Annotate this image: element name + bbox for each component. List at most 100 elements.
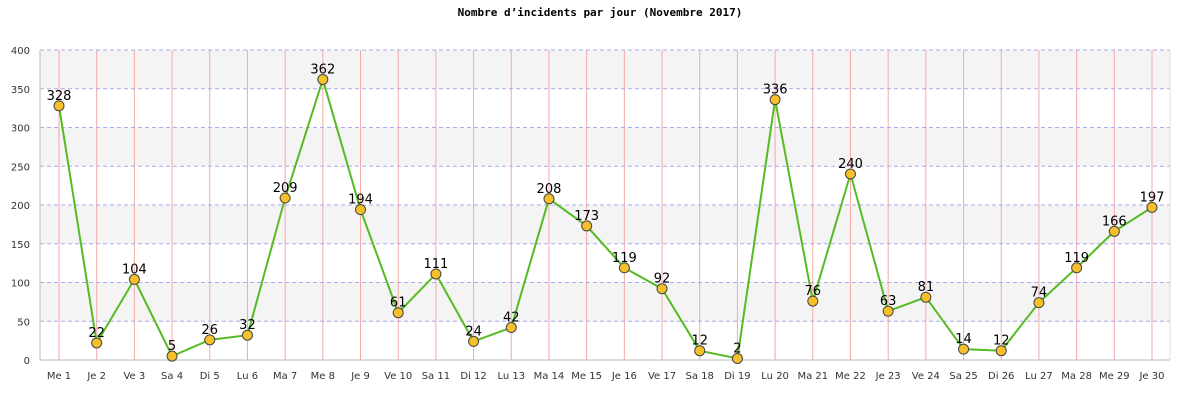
data-point xyxy=(392,307,404,319)
data-label: 12 xyxy=(691,334,708,349)
data-label: 173 xyxy=(574,209,599,224)
data-point xyxy=(920,291,932,303)
y-tick-label: 250 xyxy=(11,162,30,173)
x-tick-label: Sa 11 xyxy=(422,371,450,382)
data-label: 209 xyxy=(273,181,298,196)
y-tick-labels: 0 50 100 150 200 250 300 350 400 xyxy=(11,46,30,367)
series-polyline xyxy=(58,76,1153,360)
x-tick-label: Di 26 xyxy=(988,371,1014,382)
data-label: 42 xyxy=(503,310,520,325)
axes xyxy=(39,50,1171,361)
x-tick-label: Me 22 xyxy=(835,371,866,382)
data-label: 14 xyxy=(955,332,972,347)
data-label: 12 xyxy=(993,334,1010,349)
y-tick-label: 300 xyxy=(11,124,30,135)
data-label: 328 xyxy=(47,89,72,104)
data-point xyxy=(807,295,819,307)
data-label: 74 xyxy=(1031,286,1048,301)
data-label: 119 xyxy=(1064,251,1089,266)
y-tick-label: 100 xyxy=(11,279,30,290)
x-tick-label: Ma 21 xyxy=(797,371,828,382)
chart-title: Nombre d’incidents par jour (Novembre 20… xyxy=(457,6,743,19)
data-point xyxy=(543,193,555,205)
x-tick-label: Me 1 xyxy=(47,371,71,382)
x-tick-label: Ma 7 xyxy=(273,371,297,382)
data-point xyxy=(430,268,442,280)
x-tick-label: Lu 27 xyxy=(1025,371,1053,382)
data-point xyxy=(468,335,480,347)
plot-bands xyxy=(40,50,1170,322)
data-point xyxy=(1108,225,1120,237)
data-point xyxy=(958,343,970,355)
data-point xyxy=(355,204,367,216)
data-point xyxy=(882,305,894,317)
x-tick-label: Je 16 xyxy=(611,371,637,382)
plot-band xyxy=(40,205,1170,244)
data-label: 22 xyxy=(88,326,105,341)
x-tick-label: Di 5 xyxy=(200,371,220,382)
data-point xyxy=(1071,262,1083,274)
data-point xyxy=(241,329,253,341)
data-point xyxy=(166,350,178,362)
x-tick-label: Me 15 xyxy=(571,371,602,382)
data-label: 81 xyxy=(918,280,935,295)
data-label: 197 xyxy=(1140,190,1165,205)
data-label: 63 xyxy=(880,294,897,309)
x-tick-label: Di 12 xyxy=(460,371,486,382)
data-point xyxy=(317,73,329,85)
data-label: 2 xyxy=(733,341,741,356)
data-label: 26 xyxy=(201,323,218,338)
plot-band xyxy=(40,282,1170,322)
plot-band xyxy=(40,50,1170,89)
data-label: 5 xyxy=(168,339,176,354)
data-label: 240 xyxy=(838,157,863,172)
y-tick-label: 50 xyxy=(17,317,30,328)
data-point xyxy=(279,192,291,204)
x-tick-label: Ve 3 xyxy=(123,371,145,382)
data-label: 111 xyxy=(423,257,448,272)
x-tick-label: Di 19 xyxy=(724,371,750,382)
data-point xyxy=(91,337,103,349)
data-points xyxy=(53,73,1158,364)
data-label: 362 xyxy=(310,62,335,77)
data-point xyxy=(1033,297,1045,309)
data-label: 336 xyxy=(763,83,788,98)
x-tick-label: Ve 17 xyxy=(648,371,676,382)
plot-band xyxy=(40,127,1170,167)
y-tick-label: 0 xyxy=(24,356,30,367)
x-tick-label: Lu 20 xyxy=(761,371,789,382)
y-tick-label: 400 xyxy=(11,46,30,57)
data-point xyxy=(204,334,216,346)
x-tick-label: Ve 24 xyxy=(912,371,940,382)
x-tick-label: Lu 13 xyxy=(497,371,525,382)
data-label: 24 xyxy=(465,324,482,339)
x-tick-label: Ve 10 xyxy=(384,371,412,382)
x-tick-label: Je 23 xyxy=(875,371,901,382)
data-label: 76 xyxy=(805,284,822,299)
horizontal-gridlines xyxy=(40,49,1170,322)
x-tick-label: Je 30 xyxy=(1138,371,1164,382)
y-tick-label: 350 xyxy=(11,85,30,96)
data-point xyxy=(128,273,140,285)
x-tick-label: Ma 14 xyxy=(534,371,565,382)
data-label: 166 xyxy=(1102,214,1127,229)
x-tick-label: Ma 28 xyxy=(1061,371,1092,382)
x-tick-label: Sa 4 xyxy=(161,371,183,382)
x-tick-label: Je 9 xyxy=(350,371,370,382)
data-label: 208 xyxy=(537,182,562,197)
data-label: 32 xyxy=(239,318,256,333)
x-tick-label: Lu 6 xyxy=(237,371,258,382)
y-tick-label: 200 xyxy=(11,201,30,212)
x-tick-label: Sa 18 xyxy=(686,371,714,382)
data-point xyxy=(656,283,668,295)
data-point xyxy=(844,168,856,180)
data-point xyxy=(618,262,630,274)
data-label: 104 xyxy=(122,262,147,277)
data-point xyxy=(1146,201,1158,213)
x-tick-label: Me 8 xyxy=(311,371,335,382)
data-label: 61 xyxy=(390,296,407,311)
data-point xyxy=(505,321,517,333)
data-point xyxy=(995,345,1007,357)
data-label: 194 xyxy=(348,193,373,208)
